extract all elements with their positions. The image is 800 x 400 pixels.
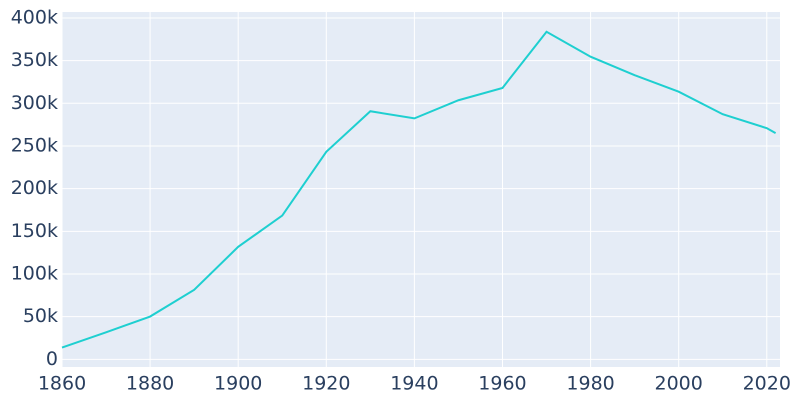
x-tick-label: 2000 xyxy=(655,373,703,395)
x-tick-label: 1940 xyxy=(390,373,438,395)
x-tick-label: 1860 xyxy=(38,373,86,395)
y-tick-label: 300k xyxy=(11,92,58,114)
x-tick-label: 1960 xyxy=(478,373,526,395)
y-tick-label: 400k xyxy=(11,6,58,28)
x-tick-label: 1980 xyxy=(566,373,614,395)
y-tick-label: 350k xyxy=(11,49,58,71)
y-tick-label: 250k xyxy=(11,134,58,156)
plot-area xyxy=(62,12,780,367)
x-tick-label: 1880 xyxy=(126,373,174,395)
x-tick-label: 1920 xyxy=(302,373,350,395)
y-tick-label: 150k xyxy=(11,220,58,242)
x-tick-label: 1900 xyxy=(214,373,262,395)
x-tick-label: 2020 xyxy=(743,373,791,395)
y-tick-label: 0 xyxy=(46,348,58,370)
line xyxy=(61,30,777,349)
y-tick-label: 100k xyxy=(11,262,58,284)
y-tick-label: 50k xyxy=(23,305,58,327)
y-tick-label: 200k xyxy=(11,177,58,199)
